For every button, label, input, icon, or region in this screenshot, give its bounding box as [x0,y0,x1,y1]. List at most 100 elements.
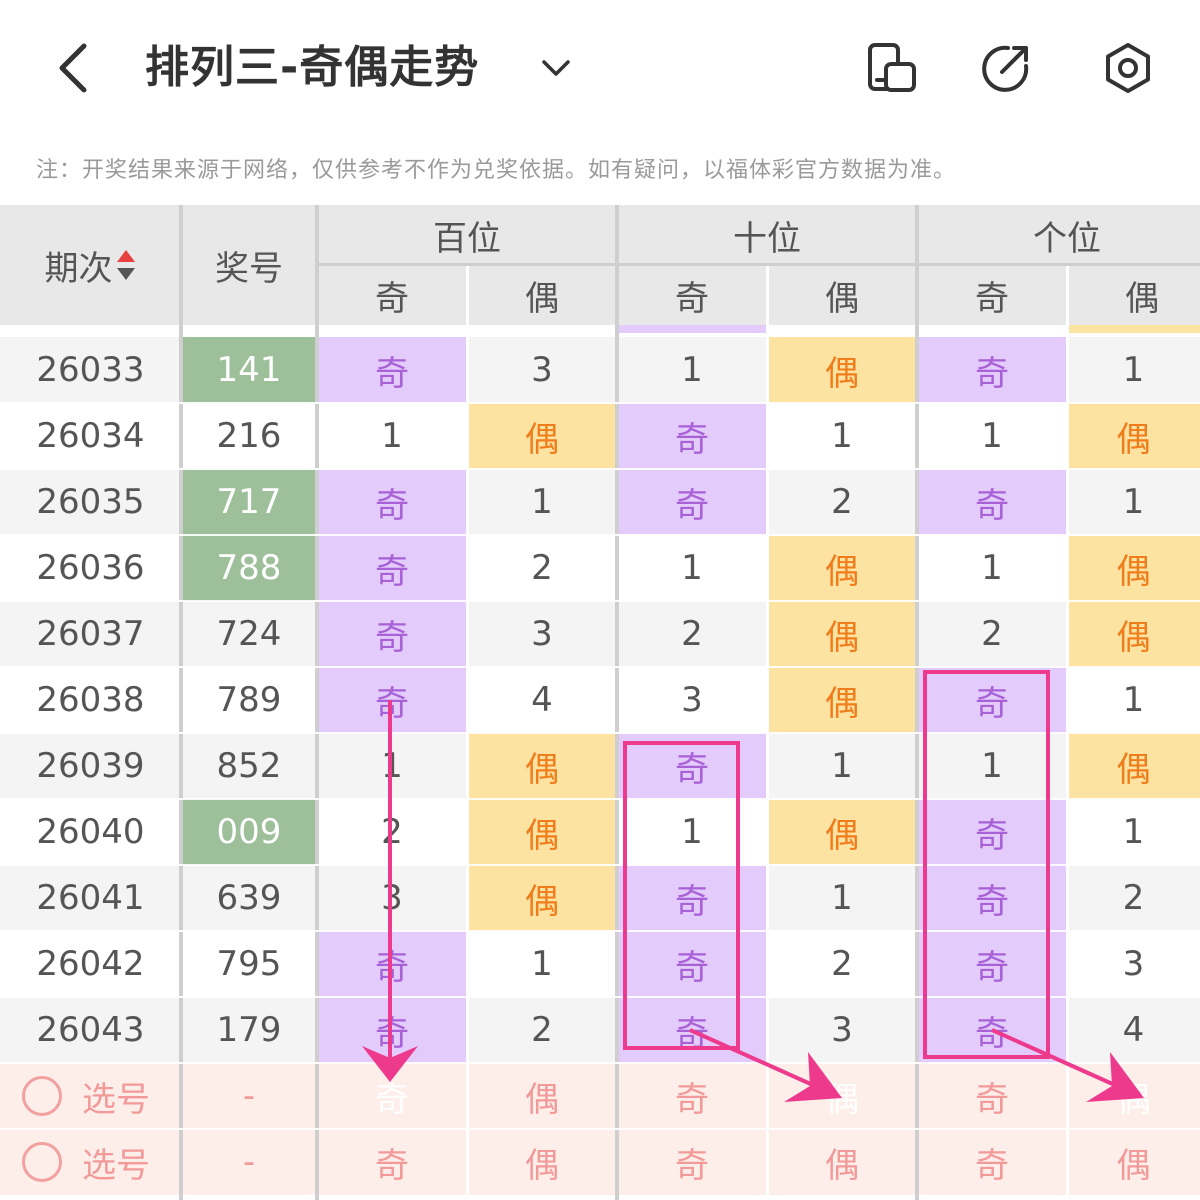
issue-cell: 26037 [0,601,181,667]
number-cell: 724 [181,601,317,667]
miss-count-cell: 1 [617,799,767,865]
issue-cell: 26042 [0,931,181,997]
header-divider [317,263,1200,266]
miss-count-cell: 2 [767,931,917,997]
even-subheader: 偶 [467,265,617,325]
odd-hit-cell: 奇 [917,337,1067,403]
group-header-units: 个位 [917,205,1200,265]
miss-count-cell: 2 [917,601,1067,667]
miss-count-cell: 3 [317,865,467,931]
even-hit-cell: 偶 [1067,535,1200,601]
pick-row-select[interactable]: 选号 [0,1063,181,1129]
odd-hit-cell: 奇 [317,997,467,1063]
pick-odd-option[interactable]: 奇 [617,1063,767,1129]
row-divider [0,798,1200,800]
issue-cell: 26040 [0,799,181,865]
share-button[interactable] [978,40,1034,96]
even-hit-cell: 偶 [467,403,617,469]
group-header-hundreds: 百位 [317,205,617,265]
issue-cell: 26043 [0,997,181,1063]
row-divider [0,468,1200,470]
miss-count-cell: 2 [617,601,767,667]
issue-cell: 26039 [0,733,181,799]
row-divider [0,996,1200,998]
phone-toggle-icon [868,43,916,92]
pick-even-option[interactable]: 偶 [767,1129,917,1195]
top-bar: 排列三-奇偶走势 [0,0,1200,135]
row-divider [0,864,1200,866]
settings-button[interactable] [1100,40,1156,96]
row-divider [0,732,1200,734]
pick-number-cell: - [181,1129,317,1195]
pick-odd-option[interactable]: 奇 [317,1063,467,1129]
pick-odd-option[interactable]: 奇 [917,1129,1067,1195]
number-cell: 639 [181,865,317,931]
pick-odd-option[interactable]: 奇 [617,1129,767,1195]
miss-count-cell: 3 [767,997,917,1063]
row-divider [0,1062,1200,1064]
pick-even-option[interactable]: 偶 [1067,1129,1200,1195]
pick-even-option[interactable]: 偶 [467,1063,617,1129]
pick-label: 选号 [82,1145,150,1186]
issue-cell: 26036 [0,535,181,601]
miss-count-cell: 1 [917,733,1067,799]
miss-count-cell: 3 [617,667,767,733]
issue-cell: 26034 [0,403,181,469]
pick-even-option[interactable]: 偶 [767,1063,917,1129]
miss-count-cell: 1 [767,403,917,469]
group-header-tens: 十位 [617,205,917,265]
number-cell: 788 [181,535,317,601]
number-column-header: 奖号 [181,205,317,325]
row-divider [0,600,1200,602]
even-hit-cell: 偶 [767,601,917,667]
miss-count-cell: 3 [467,337,617,403]
odd-hit-cell: 奇 [617,733,767,799]
pick-even-option[interactable]: 偶 [467,1129,617,1195]
miss-count-cell: 1 [467,469,617,535]
odd-subheader: 奇 [317,265,467,325]
pick-radio[interactable] [22,1142,62,1182]
back-button[interactable] [48,38,104,98]
issue-cell: 26038 [0,667,181,733]
even-hit-cell: 偶 [467,733,617,799]
miss-count-cell: 1 [317,403,467,469]
row-divider [0,402,1200,404]
miss-count-cell: 4 [467,667,617,733]
odd-hit-cell: 奇 [617,403,767,469]
odd-hit-cell: 奇 [617,469,767,535]
miss-count-cell: 3 [1067,931,1200,997]
back-arrow-icon [59,43,87,93]
issue-column-header[interactable]: 期次 [0,205,181,325]
odd-hit-cell: 奇 [917,667,1067,733]
even-hit-cell: 偶 [467,799,617,865]
row-divider [0,1128,1200,1130]
column-divider [315,205,319,1200]
row-divider [0,666,1200,668]
even-hit-cell: 偶 [467,865,617,931]
odd-hit-cell: 奇 [917,997,1067,1063]
settings-hex-icon [1106,43,1150,93]
orientation-button[interactable] [864,40,920,96]
miss-count-cell: 2 [317,799,467,865]
miss-count-cell: 1 [1067,469,1200,535]
pick-number-cell: - [181,1063,317,1129]
miss-count-cell: 2 [1067,865,1200,931]
odd-hit-cell: 奇 [917,931,1067,997]
pick-even-option[interactable]: 偶 [1067,1063,1200,1129]
title-dropdown-button[interactable] [536,48,576,88]
even-hit-cell: 偶 [767,337,917,403]
pick-radio[interactable] [22,1076,62,1116]
page-title: 排列三-奇偶走势 [145,42,480,93]
even-hit-cell: 偶 [767,667,917,733]
miss-count-cell: 1 [1067,337,1200,403]
issue-header-label: 期次 [44,248,113,289]
partial-odd-cell [617,325,767,333]
number-cell: 009 [181,799,317,865]
miss-count-cell: 1 [1067,667,1200,733]
number-cell: 216 [181,403,317,469]
number-cell: 179 [181,997,317,1063]
pick-row-select[interactable]: 选号 [0,1129,181,1195]
even-hit-cell: 偶 [767,799,917,865]
pick-odd-option[interactable]: 奇 [917,1063,1067,1129]
pick-odd-option[interactable]: 奇 [317,1129,467,1195]
